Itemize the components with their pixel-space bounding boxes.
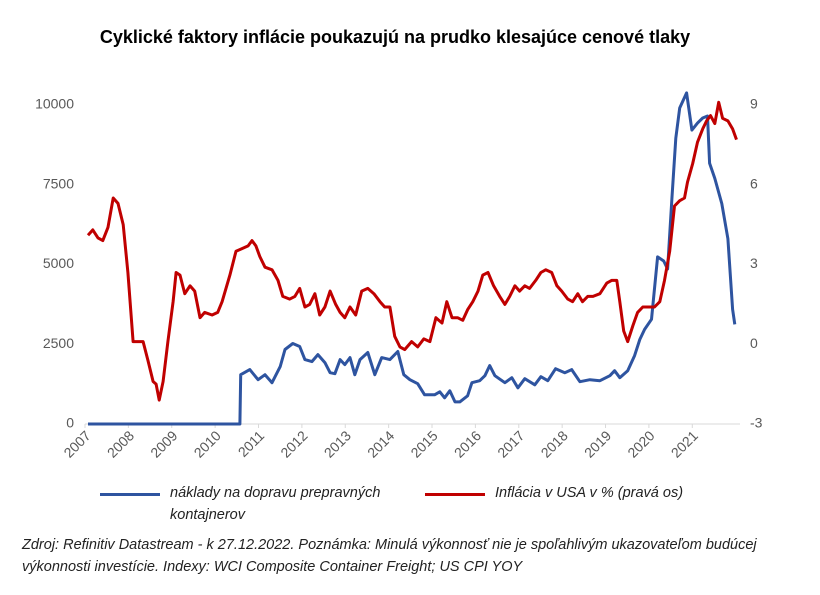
x-tick-label: 2011 — [235, 427, 268, 460]
y-tick-label: 5000 — [43, 255, 74, 271]
series-line — [86, 100, 738, 402]
x-tick-label: 2020 — [624, 427, 657, 460]
y2-tick-label: 0 — [750, 335, 758, 351]
x-tick-label: 2012 — [277, 427, 310, 460]
y2-tick-label: -3 — [750, 415, 763, 431]
x-tick-label: 2015 — [407, 427, 440, 460]
x-tick-label: 2016 — [451, 427, 484, 460]
x-tick-label: 2021 — [668, 427, 701, 460]
legend-label: náklady na dopravu prepravných kontajner… — [170, 485, 381, 523]
y-tick-label: 10000 — [35, 96, 74, 112]
x-tick-label: 2019 — [581, 427, 614, 460]
y2-tick-label: 3 — [750, 255, 758, 271]
note: Zdroj: Refinitiv Datastream - k 27.12.20… — [22, 537, 757, 575]
x-tick-label: 2009 — [147, 427, 180, 460]
y-tick-label: 7500 — [43, 175, 74, 191]
y2-tick-label: 6 — [750, 175, 758, 191]
chart-title: Cyklické faktory inflácie poukazujú na p… — [100, 27, 690, 47]
y-tick-label: 0 — [66, 415, 74, 431]
x-tick-label: 2017 — [494, 427, 527, 460]
y-tick-label: 2500 — [43, 335, 74, 351]
legend-label: Inflácia v USA v % (pravá os) — [495, 485, 684, 501]
x-tick-label: 2010 — [191, 427, 224, 460]
legend-swatch — [100, 493, 160, 496]
legend-swatch — [425, 493, 485, 496]
y2-tick-label: 9 — [750, 96, 758, 112]
series-line — [88, 91, 737, 426]
x-tick-label: 2007 — [60, 427, 93, 460]
x-tick-label: 2013 — [321, 427, 354, 460]
x-tick-label: 2014 — [364, 427, 397, 460]
x-tick-label: 2018 — [538, 427, 571, 460]
x-tick-label: 2008 — [104, 427, 137, 460]
